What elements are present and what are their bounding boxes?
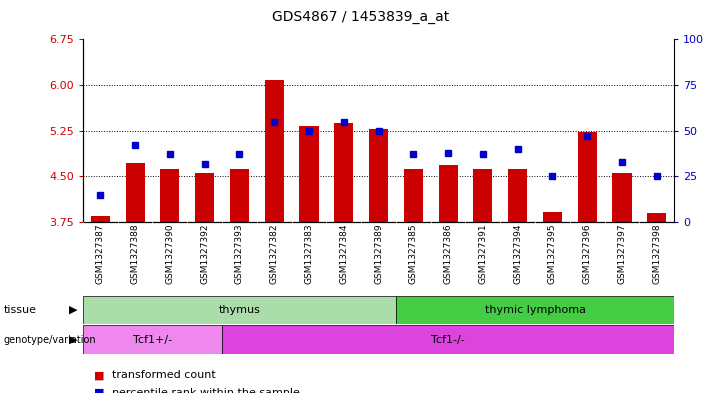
Bar <box>334 123 353 222</box>
Bar <box>438 165 458 222</box>
Text: ■: ■ <box>94 370 105 380</box>
Bar <box>508 169 527 222</box>
Text: ▶: ▶ <box>68 334 77 345</box>
Bar <box>222 325 674 354</box>
Bar <box>265 80 284 222</box>
Text: Tcf1-/-: Tcf1-/- <box>431 334 465 345</box>
Text: genotype/variation: genotype/variation <box>4 334 96 345</box>
Bar <box>230 169 249 222</box>
Bar <box>543 212 562 222</box>
Bar <box>369 129 388 222</box>
Bar <box>396 296 674 324</box>
Text: Tcf1+/-: Tcf1+/- <box>133 334 172 345</box>
Bar <box>83 325 222 354</box>
Bar <box>299 127 319 222</box>
Text: ■: ■ <box>94 388 105 393</box>
Text: percentile rank within the sample: percentile rank within the sample <box>112 388 300 393</box>
Text: ▶: ▶ <box>68 305 77 315</box>
Text: transformed count: transformed count <box>112 370 216 380</box>
Bar <box>404 169 423 222</box>
Bar <box>125 163 145 222</box>
Bar <box>473 169 492 222</box>
Bar <box>160 169 180 222</box>
Bar <box>91 216 110 222</box>
Bar <box>578 132 597 222</box>
Text: thymic lymphoma: thymic lymphoma <box>485 305 585 315</box>
Bar <box>647 213 666 222</box>
Bar <box>195 173 214 222</box>
Text: GDS4867 / 1453839_a_at: GDS4867 / 1453839_a_at <box>272 10 449 24</box>
Text: thymus: thymus <box>218 305 260 315</box>
Text: tissue: tissue <box>4 305 37 315</box>
Bar <box>612 173 632 222</box>
Bar <box>83 296 396 324</box>
